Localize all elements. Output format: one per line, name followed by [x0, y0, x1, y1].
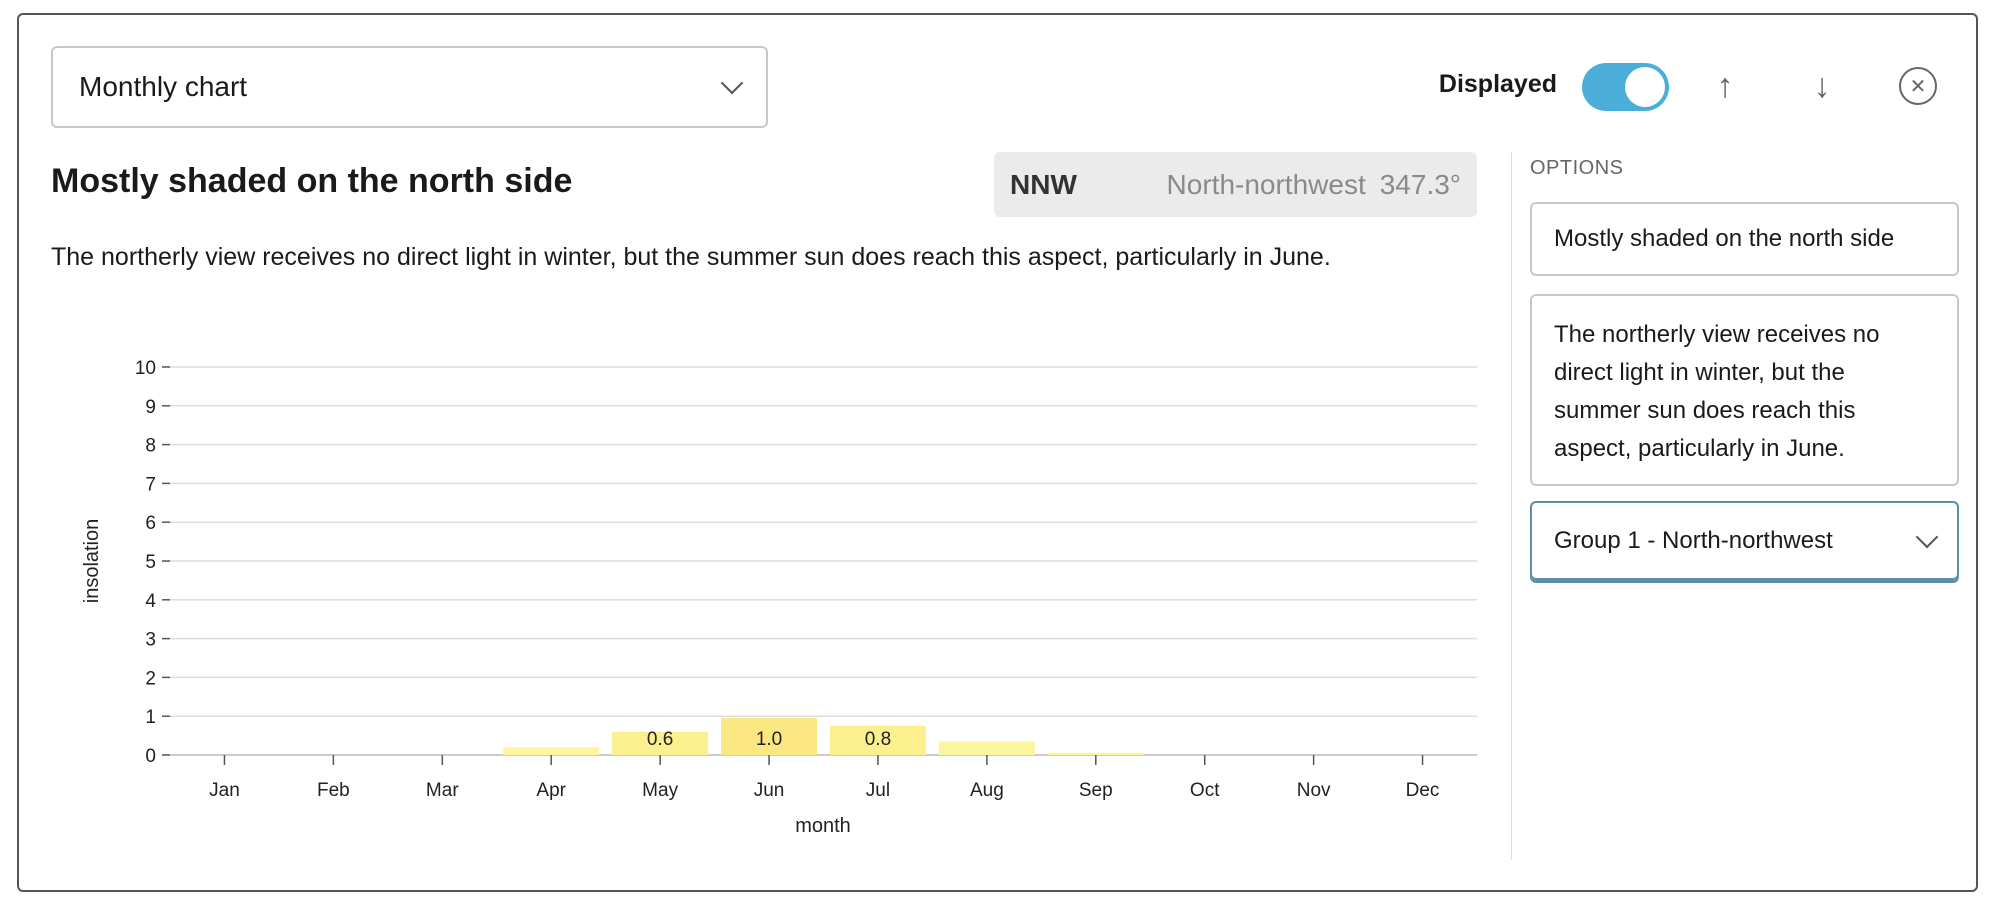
- x-tick-label: Oct: [1190, 780, 1220, 801]
- title-input[interactable]: Mostly shaded on the north side: [1530, 202, 1959, 276]
- group-select-value: Group 1 - North-northwest: [1554, 526, 1833, 554]
- data-label: 0.6: [647, 729, 673, 750]
- description: The northerly view receives no direct li…: [51, 243, 1331, 271]
- data-label: 1.0: [756, 729, 782, 750]
- remove-button[interactable]: ✕: [1896, 64, 1940, 108]
- y-tick-label: 9: [145, 397, 156, 418]
- bar: [938, 741, 1035, 755]
- data-label: 0.8: [865, 729, 891, 750]
- sidebar-divider: [1511, 152, 1512, 860]
- y-tick-label: 1: [145, 707, 156, 728]
- x-tick-label: Sep: [1079, 780, 1113, 801]
- bar: [612, 731, 709, 755]
- x-tick-label: Jun: [754, 780, 785, 801]
- y-tick-label: 10: [135, 358, 156, 379]
- chart-panel: [17, 13, 1978, 892]
- chart-type-select[interactable]: Monthly chart: [51, 46, 768, 128]
- y-tick-label: 0: [145, 746, 156, 767]
- y-tick-label: 5: [145, 552, 156, 573]
- x-tick-label: Feb: [317, 780, 350, 801]
- chevron-down-icon: [720, 71, 744, 95]
- aspect-degrees: 347.3°: [1379, 168, 1461, 200]
- move-up-button[interactable]: ↑: [1703, 64, 1747, 108]
- y-axis-label: insolation: [81, 519, 103, 604]
- page-title: Mostly shaded on the north side: [51, 162, 573, 200]
- bar: [503, 747, 600, 755]
- y-tick-label: 8: [145, 436, 156, 457]
- chevron-down-icon: [1915, 525, 1939, 548]
- y-tick-label: 2: [145, 668, 156, 689]
- aspect-abbr: NNW: [1010, 168, 1077, 200]
- x-tick-label: Nov: [1297, 780, 1331, 801]
- toggle-knob: [1625, 67, 1665, 107]
- x-tick-label: Aug: [970, 780, 1004, 801]
- close-icon: ✕: [1899, 67, 1937, 105]
- bar: [1047, 752, 1144, 755]
- x-axis-label: month: [795, 815, 851, 837]
- bar: [721, 718, 818, 755]
- displayed-label: Displayed: [1438, 70, 1557, 98]
- options-label: OPTIONS: [1530, 157, 1624, 179]
- move-down-button[interactable]: ↓: [1800, 64, 1844, 108]
- y-tick-label: 6: [145, 513, 156, 534]
- bar: [829, 725, 926, 755]
- displayed-toggle[interactable]: [1582, 63, 1669, 111]
- arrow-down-icon: ↓: [1813, 66, 1831, 105]
- group-select[interactable]: Group 1 - North-northwest: [1530, 501, 1959, 580]
- y-tick-label: 7: [145, 474, 156, 495]
- x-tick-label: Jan: [209, 780, 240, 801]
- x-tick-label: Apr: [536, 780, 566, 801]
- x-tick-label: Jul: [866, 780, 890, 801]
- y-tick-label: 4: [145, 591, 156, 612]
- description-textarea[interactable]: The northerly view receives no direct li…: [1530, 294, 1959, 486]
- aspect-name: North-northwest: [1166, 168, 1366, 200]
- x-tick-label: Dec: [1406, 780, 1440, 801]
- x-tick-label: Mar: [426, 780, 459, 801]
- aspect-badge: NNW North-northwest 347.3°: [994, 152, 1477, 217]
- arrow-up-icon: ↑: [1716, 66, 1734, 105]
- x-tick-label: May: [642, 780, 678, 801]
- chart-type-value: Monthly chart: [79, 71, 248, 102]
- monthly-chart: 0 1 2 3 4 5 6 7 8 9 10 0.6 1.0 0.8 Jan Feb Mar Apr May Jun J…: [81, 358, 1477, 837]
- y-tick-label: 3: [145, 630, 156, 651]
